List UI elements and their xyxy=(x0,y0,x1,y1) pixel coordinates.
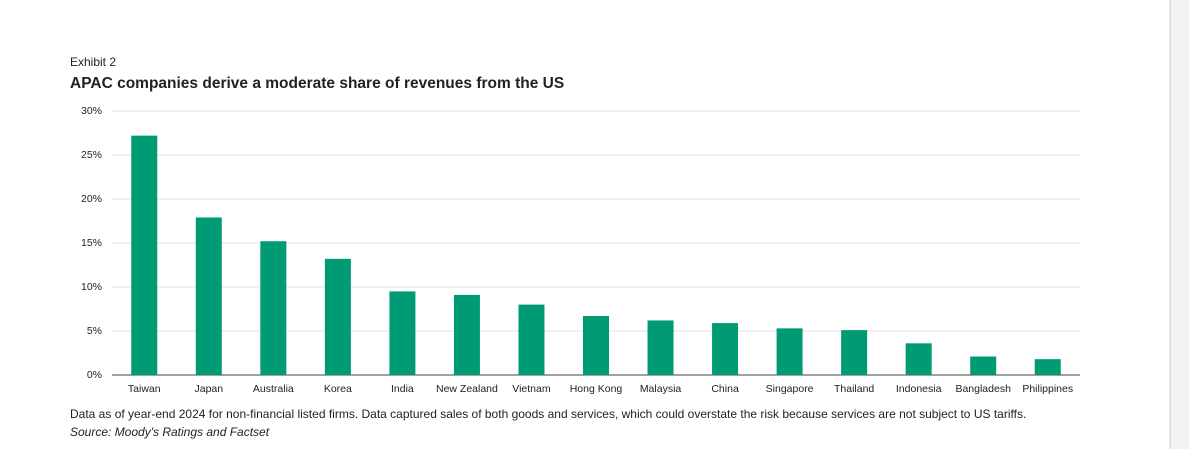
y-tick-label: 20% xyxy=(81,193,102,205)
note: Data as of year-end 2024 for non-financi… xyxy=(70,407,1026,421)
x-tick-label: Hong Kong xyxy=(570,383,623,395)
y-tick-label: 30% xyxy=(81,105,102,117)
x-tick-label: China xyxy=(711,383,739,395)
x-tick-label: Bangladesh xyxy=(955,383,1011,395)
x-tick-label: Australia xyxy=(253,383,294,395)
x-tick-label: India xyxy=(391,383,414,395)
x-tick-label: Philippines xyxy=(1022,383,1073,395)
chart-title: APAC companies derive a moderate share o… xyxy=(70,75,564,92)
exhibit-label: Exhibit 2 xyxy=(70,55,116,69)
bar xyxy=(905,343,932,375)
x-tick-label: Japan xyxy=(194,383,223,395)
bar xyxy=(518,304,545,375)
bar xyxy=(324,258,351,375)
bar xyxy=(1034,359,1061,375)
y-tick-label: 10% xyxy=(81,281,102,293)
x-tick-label: Vietnam xyxy=(512,383,551,395)
bar xyxy=(647,320,674,375)
x-tick-label: Indonesia xyxy=(896,383,942,395)
bar xyxy=(712,323,739,375)
y-tick-label: 15% xyxy=(81,237,102,249)
bar xyxy=(970,356,997,375)
x-tick-label: Taiwan xyxy=(128,383,161,395)
bar xyxy=(583,316,609,375)
bar xyxy=(195,217,222,375)
x-tick-label: Korea xyxy=(324,383,352,395)
x-tick-label: New Zealand xyxy=(436,383,498,395)
x-tick-label: Malaysia xyxy=(640,383,682,395)
source: Source: Moody's Ratings and Factset xyxy=(70,425,270,439)
bar xyxy=(389,291,416,375)
bar xyxy=(453,294,480,375)
bar xyxy=(260,241,287,375)
y-tick-label: 25% xyxy=(81,149,102,161)
page-edge xyxy=(1170,0,1189,449)
bar xyxy=(776,328,803,375)
x-tick-label: Thailand xyxy=(834,383,874,395)
y-tick-label: 5% xyxy=(87,325,102,337)
y-tick-label: 0% xyxy=(87,369,102,381)
bar xyxy=(841,330,868,375)
bar xyxy=(131,135,158,375)
x-tick-label: Singapore xyxy=(766,383,814,395)
